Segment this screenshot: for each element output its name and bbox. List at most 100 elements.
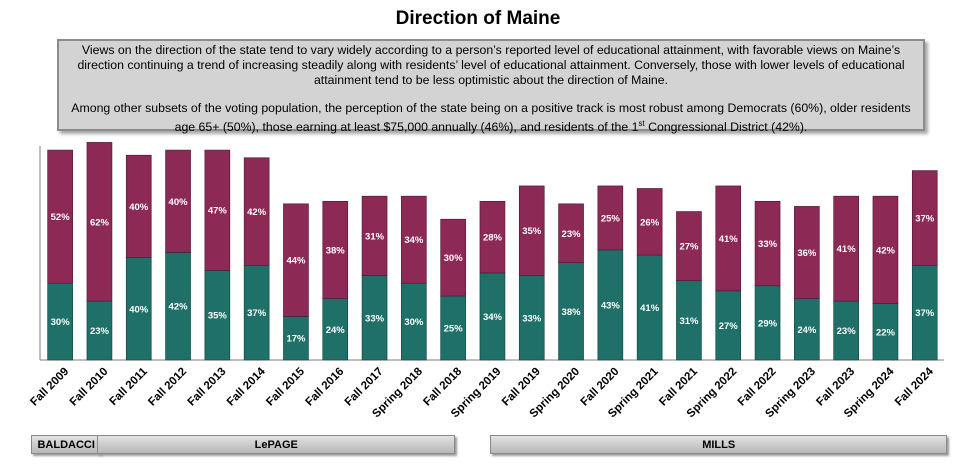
bar-positive (794, 298, 820, 361)
bar-negative (636, 188, 663, 256)
data-label-positive: 30% (404, 317, 424, 328)
bar-positive (911, 264, 938, 361)
data-label-positive: 37% (247, 308, 267, 319)
data-label-negative: 27% (679, 242, 699, 253)
data-label-negative: 42% (876, 245, 896, 256)
bar-positive (125, 257, 152, 361)
summary-text-before: Among other subsets of the voting popula… (71, 101, 911, 135)
data-label-positive: 23% (90, 326, 110, 337)
summary-superscript: st (638, 119, 645, 128)
data-label-negative: 47% (208, 206, 228, 217)
data-label-positive: 33% (365, 313, 385, 324)
data-label-negative: 28% (483, 233, 503, 244)
bar-positive (715, 290, 742, 361)
bar-negative (872, 195, 899, 304)
data-label-negative: 31% (365, 231, 385, 242)
bar-positive (676, 280, 702, 361)
data-label-positive: 31% (679, 316, 699, 327)
bar-positive (872, 303, 899, 361)
bar-positive (479, 272, 506, 361)
bar-positive (518, 275, 545, 361)
bar-negative (794, 206, 820, 299)
data-label-negative: 41% (837, 244, 857, 255)
bar-positive (322, 298, 349, 361)
data-label-positive: 29% (758, 318, 778, 329)
data-label-negative: 36% (797, 248, 817, 259)
bar-positive (636, 254, 663, 361)
summary-box: Views on the direction of the state tend… (57, 39, 925, 134)
bar-negative (597, 185, 624, 251)
data-label-positive: 17% (286, 334, 306, 345)
data-label-positive: 27% (719, 321, 739, 332)
bar-positive (86, 300, 113, 361)
bar-negative (518, 185, 545, 276)
bar-positive (754, 285, 781, 361)
bar-negative (833, 195, 859, 302)
bar-negative (86, 142, 113, 302)
bar-positive (204, 270, 231, 361)
bar-negative (558, 203, 584, 264)
data-label-negative: 42% (247, 207, 267, 218)
data-label-negative: 25% (601, 213, 621, 224)
x-tick-label: Fall 2016 (304, 366, 347, 409)
bar-positive (558, 262, 584, 361)
bar-positive (47, 282, 73, 361)
bar-negative (440, 218, 466, 297)
data-label-negative: 33% (758, 239, 778, 250)
bar-negative (165, 149, 191, 253)
bar-negative (401, 195, 427, 284)
x-tick-label: Fall 2014 (225, 365, 268, 408)
data-label-negative: 37% (915, 213, 935, 224)
data-label-positive: 40% (129, 304, 149, 315)
data-label-positive: 35% (208, 311, 228, 322)
x-tick-label: Fall 2011 (107, 365, 150, 408)
bar-negative (754, 200, 781, 287)
data-label-negative: 40% (129, 202, 149, 213)
summary-text-after: Congressional District (42%). (644, 120, 808, 135)
data-label-negative: 52% (51, 212, 71, 223)
data-label-positive: 41% (640, 303, 660, 314)
data-label-positive: 24% (797, 325, 817, 336)
summary-paragraph-1: Views on the direction of the state tend… (77, 43, 905, 87)
bar-positive (440, 295, 466, 361)
bar-negative (676, 211, 702, 281)
bar-positive (283, 316, 309, 361)
era-label: BALDACCI (31, 435, 102, 454)
x-tick-label: Fall 2010 (68, 366, 111, 409)
bar-negative (322, 200, 349, 299)
era-label: LePAGE (97, 435, 456, 454)
era-label: MILLS (490, 435, 947, 454)
x-tick-label: Fall 2015 (264, 365, 307, 408)
bar-negative (47, 149, 73, 284)
data-label-negative: 35% (522, 226, 542, 237)
bar-positive (165, 252, 191, 361)
x-tick-label: Fall 2024 (893, 365, 936, 408)
data-label-positive: 30% (51, 317, 71, 328)
data-label-positive: 34% (483, 312, 503, 323)
data-label-positive: 38% (562, 307, 582, 318)
data-label-positive: 24% (326, 325, 346, 336)
x-tick-label: Fall 2009 (28, 366, 71, 409)
bar-negative (715, 185, 742, 292)
data-label-negative: 38% (326, 245, 346, 256)
x-tick-label: Fall 2012 (146, 366, 189, 409)
data-label-negative: 30% (444, 253, 464, 264)
bar-positive (361, 275, 388, 361)
data-label-positive: 22% (876, 327, 896, 338)
data-label-positive: 42% (169, 302, 189, 313)
summary-paragraph-2: Among other subsets of the voting popula… (67, 101, 915, 135)
bar-negative (125, 154, 152, 258)
bar-negative (361, 195, 388, 276)
data-label-negative: 62% (90, 217, 110, 228)
bar-positive (833, 300, 859, 361)
chart-title: Direction of Maine (395, 8, 561, 29)
bar-negative (911, 170, 938, 266)
bar-negative (204, 149, 231, 271)
data-label-positive: 23% (837, 326, 857, 337)
data-label-negative: 44% (286, 256, 306, 267)
data-label-positive: 37% (915, 308, 935, 319)
bar-negative (243, 157, 270, 266)
bar-negative (283, 203, 309, 317)
data-label-negative: 41% (719, 234, 739, 245)
